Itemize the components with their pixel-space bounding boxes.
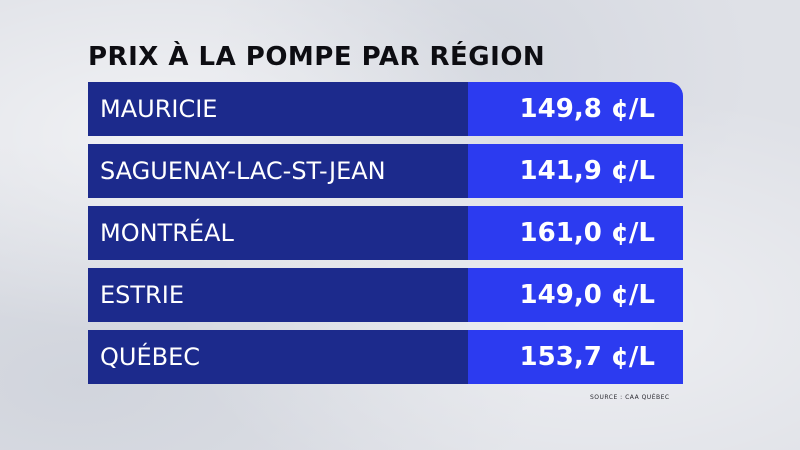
table-row: MONTRÉAL 161,0 ¢/L xyxy=(88,206,683,260)
region-cell: MAURICIE xyxy=(88,82,468,136)
price-cell: 161,0 ¢/L xyxy=(468,206,683,260)
price-cell: 153,7 ¢/L xyxy=(468,330,683,384)
table-row: MAURICIE 149,8 ¢/L xyxy=(88,82,683,136)
region-cell: QUÉBEC xyxy=(88,330,468,384)
table-row: QUÉBEC 153,7 ¢/L xyxy=(88,330,683,384)
table-row: SAGUENAY-LAC-ST-JEAN 141,9 ¢/L xyxy=(88,144,683,198)
region-cell: ESTRIE xyxy=(88,268,468,322)
price-cell: 149,0 ¢/L xyxy=(468,268,683,322)
region-cell: MONTRÉAL xyxy=(88,206,468,260)
price-table: MAURICIE 149,8 ¢/L SAGUENAY-LAC-ST-JEAN … xyxy=(88,82,683,392)
price-cell: 149,8 ¢/L xyxy=(468,82,683,136)
table-row: ESTRIE 149,0 ¢/L xyxy=(88,268,683,322)
chart-title: PRIX À LA POMPE PAR RÉGION xyxy=(88,42,546,72)
price-cell: 141,9 ¢/L xyxy=(468,144,683,198)
source-caption: SOURCE : CAA QUÉBEC xyxy=(590,394,670,401)
region-cell: SAGUENAY-LAC-ST-JEAN xyxy=(88,144,468,198)
